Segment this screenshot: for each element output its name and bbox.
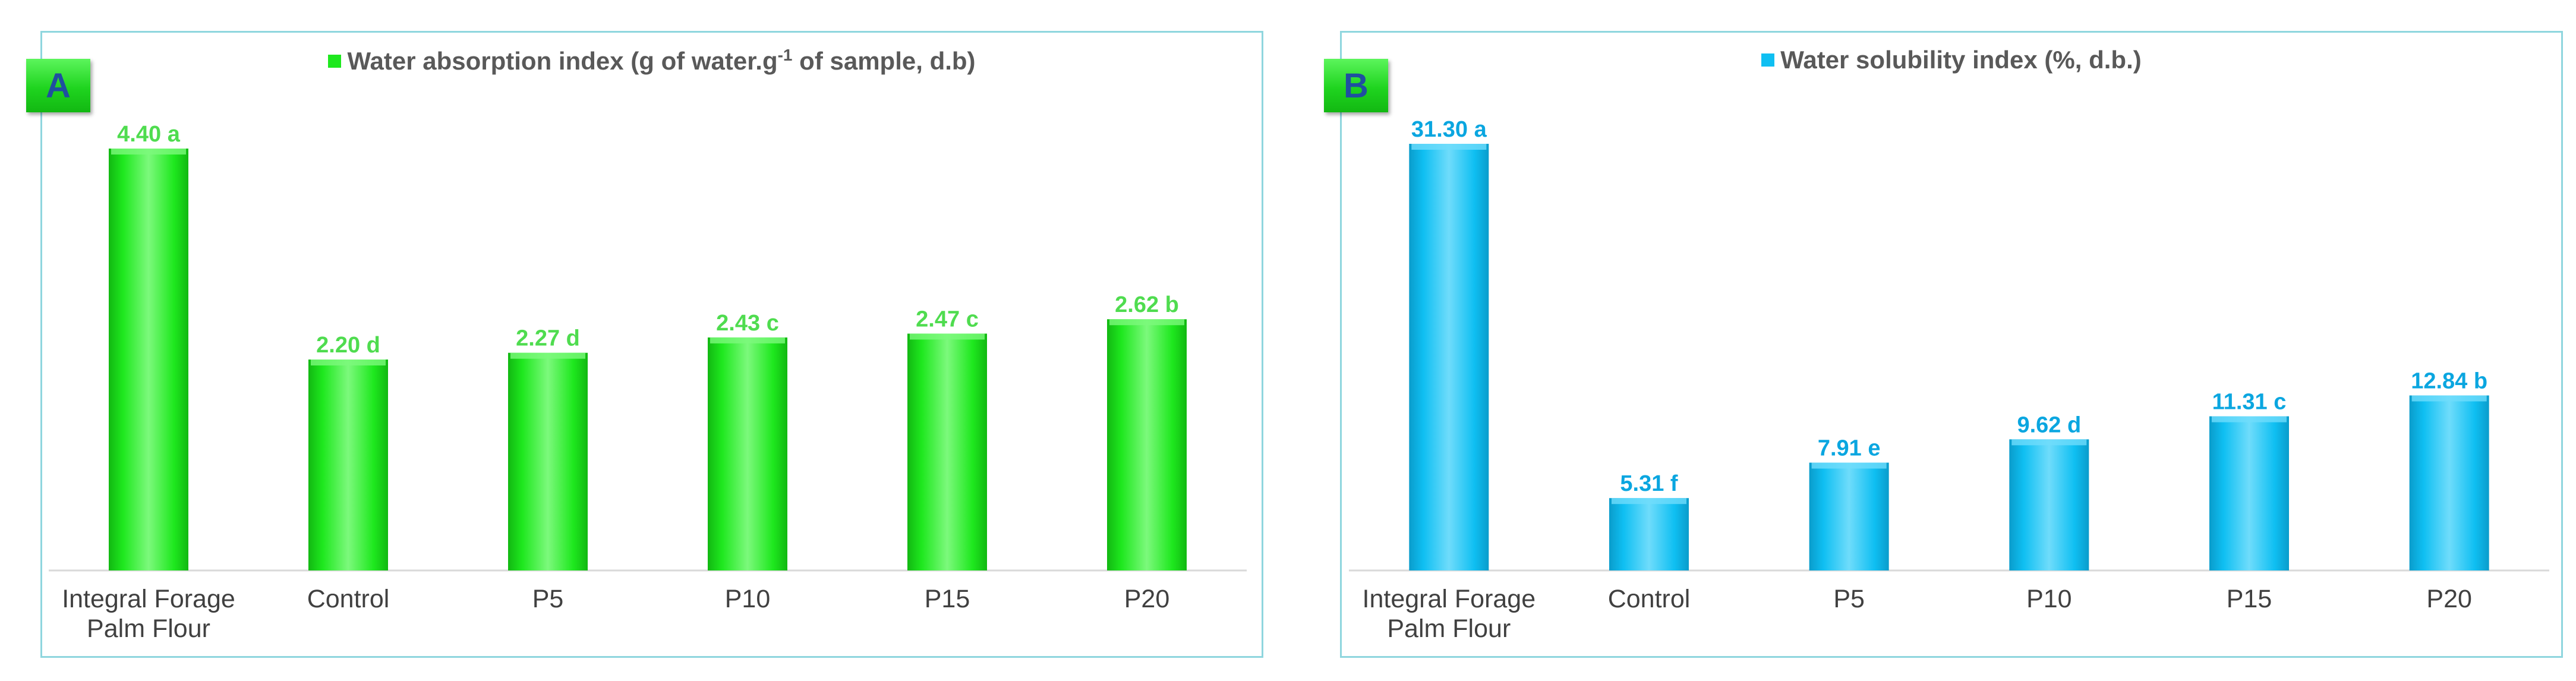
category-label-b-5: P20: [2426, 585, 2472, 613]
bar-a-1: [308, 360, 388, 570]
data-label-b-0: 31.30 a: [1411, 117, 1487, 142]
bar-bevel-b-4: [2212, 416, 2287, 423]
data-label-b-1: 5.31 f: [1620, 471, 1678, 496]
chart-b-title: Water solubility index (%, d.b.): [1780, 46, 2142, 74]
category-label-a-1: Control: [307, 585, 390, 613]
bar-bevel-b-1: [1612, 498, 1686, 505]
category-label-a-5: P20: [1124, 585, 1170, 613]
category-label-a-3: P10: [725, 585, 771, 613]
category-label-b-3: P10: [2026, 585, 2072, 613]
data-label-a-2: 2.27 d: [516, 326, 580, 351]
bar-bevel-b-2: [1811, 462, 1887, 469]
bar-b-3: [2009, 439, 2089, 570]
category-label-a-2: P5: [532, 585, 564, 613]
data-label-b-4: 11.31 c: [2212, 390, 2287, 415]
bar-a-5: [1107, 319, 1187, 570]
legend-swatch-b: [1761, 53, 1775, 67]
bar-b-4: [2209, 416, 2289, 570]
category-label-b-4: P15: [2227, 585, 2272, 613]
category-label-b-1: Control: [1608, 585, 1691, 613]
data-label-b-3: 9.62 d: [2017, 412, 2081, 437]
chart-panel-b: Water solubility index (%, d.b.): [1340, 31, 2563, 658]
bar-b-1: [1609, 498, 1689, 570]
bar-b-5: [2409, 395, 2489, 570]
bar-bevel-b-0: [1411, 144, 1487, 150]
data-label-a-5: 2.62 b: [1115, 292, 1179, 317]
bar-a-2: [508, 352, 588, 570]
data-label-b-5: 12.84 b: [2411, 368, 2487, 393]
category-label-a-4: P15: [925, 585, 970, 613]
bar-a-3: [708, 337, 787, 570]
bar-b-2: [1809, 462, 1889, 570]
chart-a-title: Water absorption index (g of water.g: [347, 47, 778, 75]
chart-a-title-superscript: -1: [777, 46, 793, 64]
category-label-b-0: Integral Forage Palm Flour: [1363, 585, 1536, 643]
bar-bevel-a-1: [311, 360, 386, 365]
data-label-b-2: 7.91 e: [1818, 436, 1881, 461]
data-label-a-1: 2.20 d: [316, 333, 380, 358]
bar-bevel-a-5: [1109, 319, 1184, 326]
bar-bevel-a-3: [710, 337, 785, 343]
bar-bevel-b-3: [2011, 439, 2087, 446]
data-label-a-4: 2.47 c: [916, 307, 979, 332]
chart-panel-a: Water absorption index (g of water.g-1 o…: [40, 31, 1263, 658]
data-label-a-0: 4.40 a: [117, 122, 181, 147]
bar-b-0: [1409, 144, 1489, 570]
bar-bevel-a-0: [111, 149, 186, 155]
panel-label-b: B: [1324, 59, 1388, 112]
panel-label-a: A: [26, 59, 90, 112]
data-label-a-3: 2.43 c: [716, 311, 779, 336]
legend-swatch-a: [328, 55, 342, 68]
bar-a-0: [109, 149, 188, 570]
legend-a: Water absorption index (g of water.g-1 o…: [42, 46, 1262, 75]
legend-b: Water solubility index (%, d.b.): [1342, 46, 2561, 74]
chart-a-title-rest: of sample, d.b): [792, 47, 976, 75]
bar-bevel-b-5: [2411, 395, 2487, 402]
category-label-b-2: P5: [1833, 585, 1865, 613]
bar-a-4: [907, 333, 987, 570]
category-label-a-0: Integral Forage Palm Flour: [62, 585, 235, 643]
bar-bevel-a-4: [910, 333, 985, 340]
bar-bevel-a-2: [510, 352, 585, 359]
